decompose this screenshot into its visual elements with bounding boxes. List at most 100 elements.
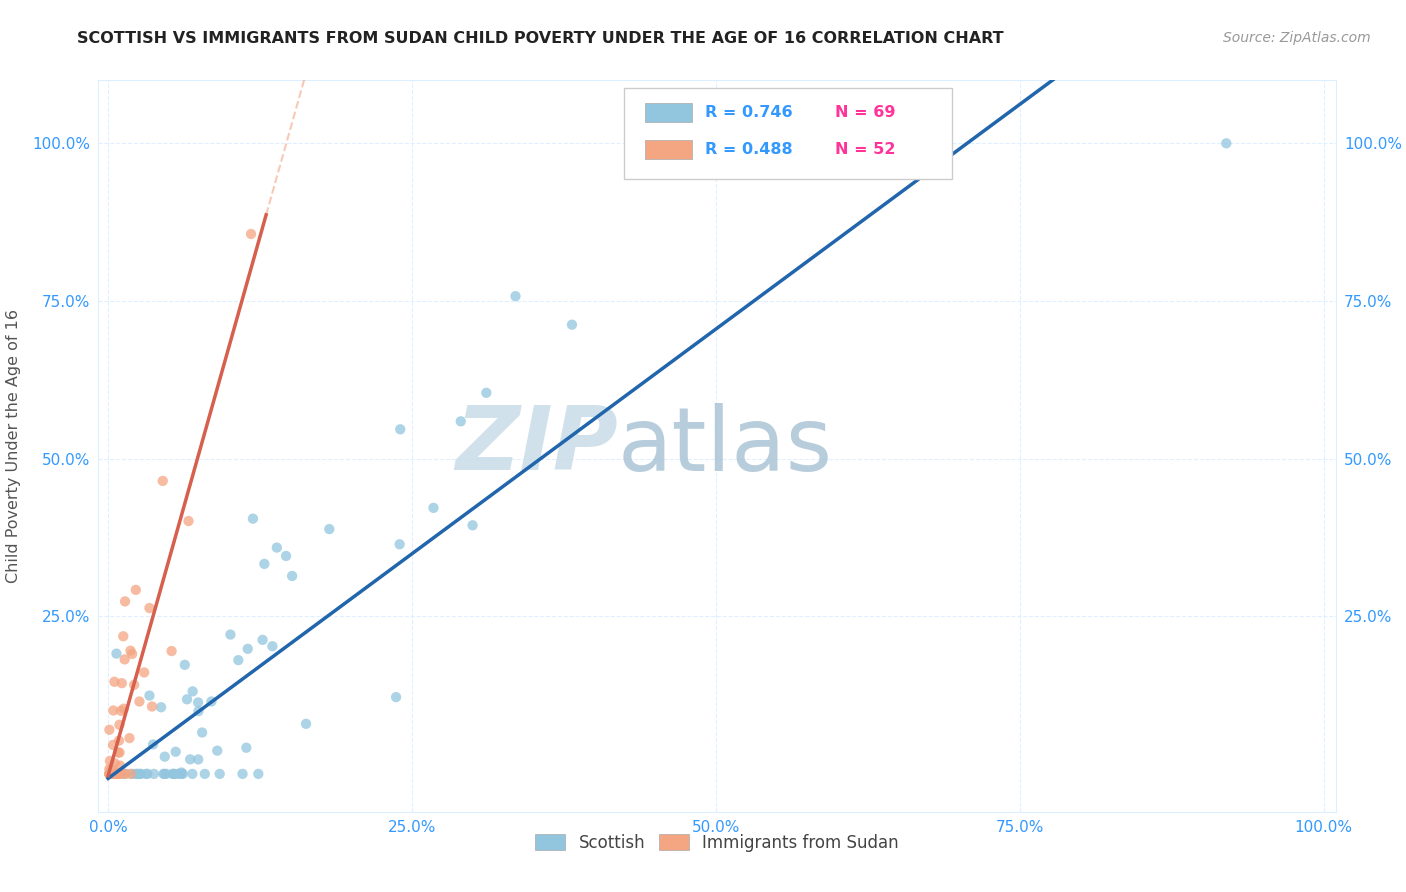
- Point: [98, 767, 121, 781]
- Point: [262, 639, 284, 653]
- Point: [170, 767, 193, 781]
- Point: [105, 767, 128, 781]
- Point: [101, 738, 124, 752]
- Point: [122, 678, 145, 692]
- Point: [98, 767, 121, 781]
- Point: [129, 767, 152, 781]
- Point: [105, 647, 128, 661]
- Point: [242, 511, 264, 525]
- Point: [163, 767, 186, 781]
- Point: [153, 749, 176, 764]
- Point: [228, 653, 250, 667]
- Point: [114, 594, 136, 608]
- Point: [100, 767, 122, 781]
- Point: [108, 746, 131, 760]
- Point: [181, 684, 204, 698]
- Point: [121, 767, 143, 781]
- Point: [281, 569, 304, 583]
- Text: SCOTTISH VS IMMIGRANTS FROM SUDAN CHILD POVERTY UNDER THE AGE OF 16 CORRELATION : SCOTTISH VS IMMIGRANTS FROM SUDAN CHILD …: [77, 31, 1004, 46]
- Point: [120, 643, 142, 657]
- Point: [235, 740, 257, 755]
- Point: [176, 692, 198, 706]
- Text: R = 0.746: R = 0.746: [704, 105, 793, 120]
- Point: [108, 767, 131, 781]
- Point: [129, 767, 152, 781]
- Point: [187, 695, 209, 709]
- Legend: Scottish, Immigrants from Sudan: Scottish, Immigrants from Sudan: [529, 827, 905, 858]
- Point: [422, 500, 444, 515]
- Point: [475, 385, 498, 400]
- Point: [127, 767, 149, 781]
- Point: [101, 767, 124, 781]
- Point: [167, 767, 190, 781]
- Point: [112, 702, 135, 716]
- Point: [155, 767, 177, 781]
- Point: [561, 318, 583, 332]
- Point: [105, 767, 128, 781]
- Point: [125, 767, 148, 781]
- Point: [125, 582, 148, 597]
- Text: Source: ZipAtlas.com: Source: ZipAtlas.com: [1223, 31, 1371, 45]
- Point: [128, 694, 150, 708]
- Point: [105, 767, 128, 781]
- Point: [266, 541, 288, 555]
- Point: [253, 557, 276, 571]
- Point: [1215, 136, 1237, 151]
- Point: [138, 601, 160, 615]
- Point: [108, 718, 131, 732]
- Point: [181, 767, 204, 781]
- FancyBboxPatch shape: [624, 87, 952, 179]
- Point: [207, 744, 229, 758]
- Point: [274, 549, 297, 563]
- Bar: [645, 139, 692, 159]
- Point: [101, 767, 124, 781]
- Point: [105, 767, 128, 781]
- Point: [153, 767, 176, 781]
- Point: [141, 699, 163, 714]
- Point: [104, 766, 127, 780]
- Point: [170, 765, 193, 780]
- Point: [295, 716, 318, 731]
- Point: [152, 474, 174, 488]
- Point: [138, 689, 160, 703]
- Point: [191, 725, 214, 739]
- Point: [240, 227, 263, 241]
- Point: [118, 731, 141, 745]
- Point: [252, 632, 274, 647]
- Point: [450, 414, 472, 428]
- Point: [136, 767, 159, 781]
- Text: atlas: atlas: [619, 402, 834, 490]
- Point: [100, 762, 122, 776]
- Point: [98, 767, 121, 781]
- Point: [111, 767, 134, 781]
- Point: [150, 700, 173, 714]
- Point: [98, 762, 121, 776]
- Point: [114, 767, 136, 781]
- Point: [108, 733, 131, 747]
- Point: [165, 745, 187, 759]
- Point: [108, 758, 131, 772]
- Point: [120, 767, 142, 781]
- Point: [114, 652, 136, 666]
- Point: [219, 627, 242, 641]
- Point: [111, 676, 134, 690]
- Point: [134, 665, 156, 680]
- Point: [236, 641, 259, 656]
- Point: [142, 767, 165, 781]
- Point: [177, 514, 200, 528]
- Point: [114, 767, 136, 781]
- Point: [247, 767, 270, 781]
- Text: N = 52: N = 52: [835, 142, 896, 156]
- Point: [98, 723, 121, 737]
- Point: [103, 704, 125, 718]
- Text: ZIP: ZIP: [456, 402, 619, 490]
- Point: [98, 767, 121, 781]
- Point: [110, 704, 132, 718]
- Point: [104, 767, 127, 781]
- Point: [112, 629, 135, 643]
- Point: [107, 767, 129, 781]
- Point: [107, 767, 129, 781]
- Point: [162, 767, 184, 781]
- Point: [104, 767, 127, 781]
- Y-axis label: Child Poverty Under the Age of 16: Child Poverty Under the Age of 16: [6, 309, 21, 583]
